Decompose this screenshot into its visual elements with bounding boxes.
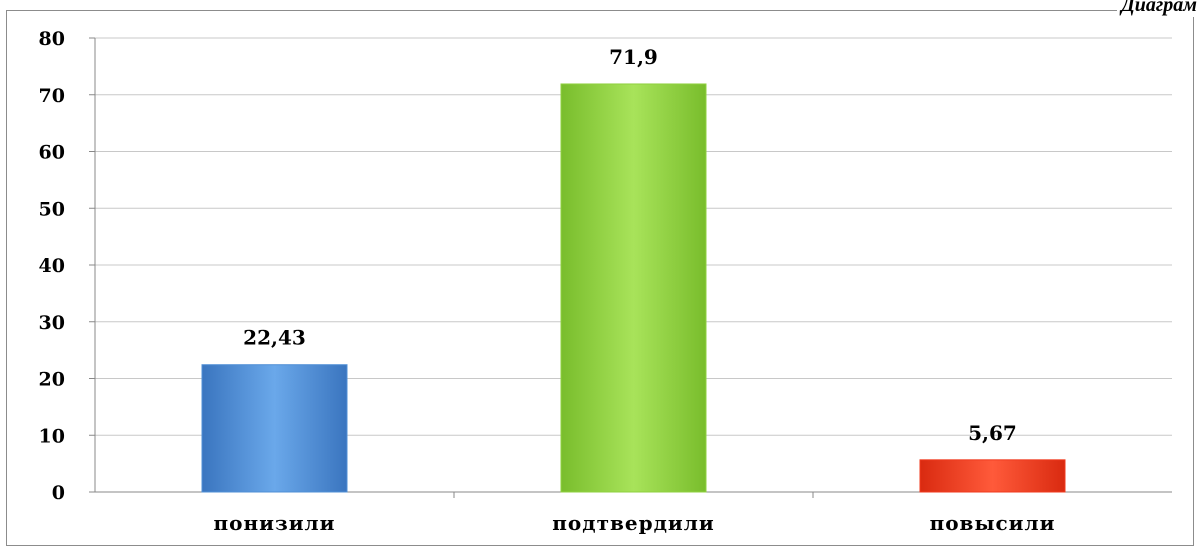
y-tick-label: 70 [39, 85, 65, 107]
data-label: 71,9 [609, 45, 658, 69]
data-label: 5,67 [968, 421, 1017, 445]
corner-caption: Диаграм [1117, 0, 1197, 17]
bar [919, 459, 1066, 493]
data-labels: 22,43 71,9 5,67 [243, 45, 1017, 445]
category-label: подтвердили [552, 511, 714, 535]
y-tick-label: 30 [39, 312, 65, 334]
y-tick-label: 20 [39, 369, 65, 391]
category-labels: понизили подтвердили повысили [214, 511, 1056, 535]
y-axis-ticks: 0 10 20 30 40 50 60 70 80 [39, 28, 814, 504]
bar [560, 83, 707, 493]
y-tick-label: 0 [52, 482, 65, 504]
data-label: 22,43 [243, 326, 306, 350]
y-tick-label: 40 [39, 255, 65, 277]
y-tick-label: 60 [39, 142, 65, 164]
y-tick-label: 10 [39, 425, 65, 447]
category-label: повысили [930, 511, 1056, 535]
bars [201, 83, 1066, 493]
y-tick-label: 50 [39, 198, 65, 220]
bar [201, 364, 348, 493]
y-tick-label: 80 [39, 28, 65, 50]
category-label: понизили [214, 511, 336, 535]
